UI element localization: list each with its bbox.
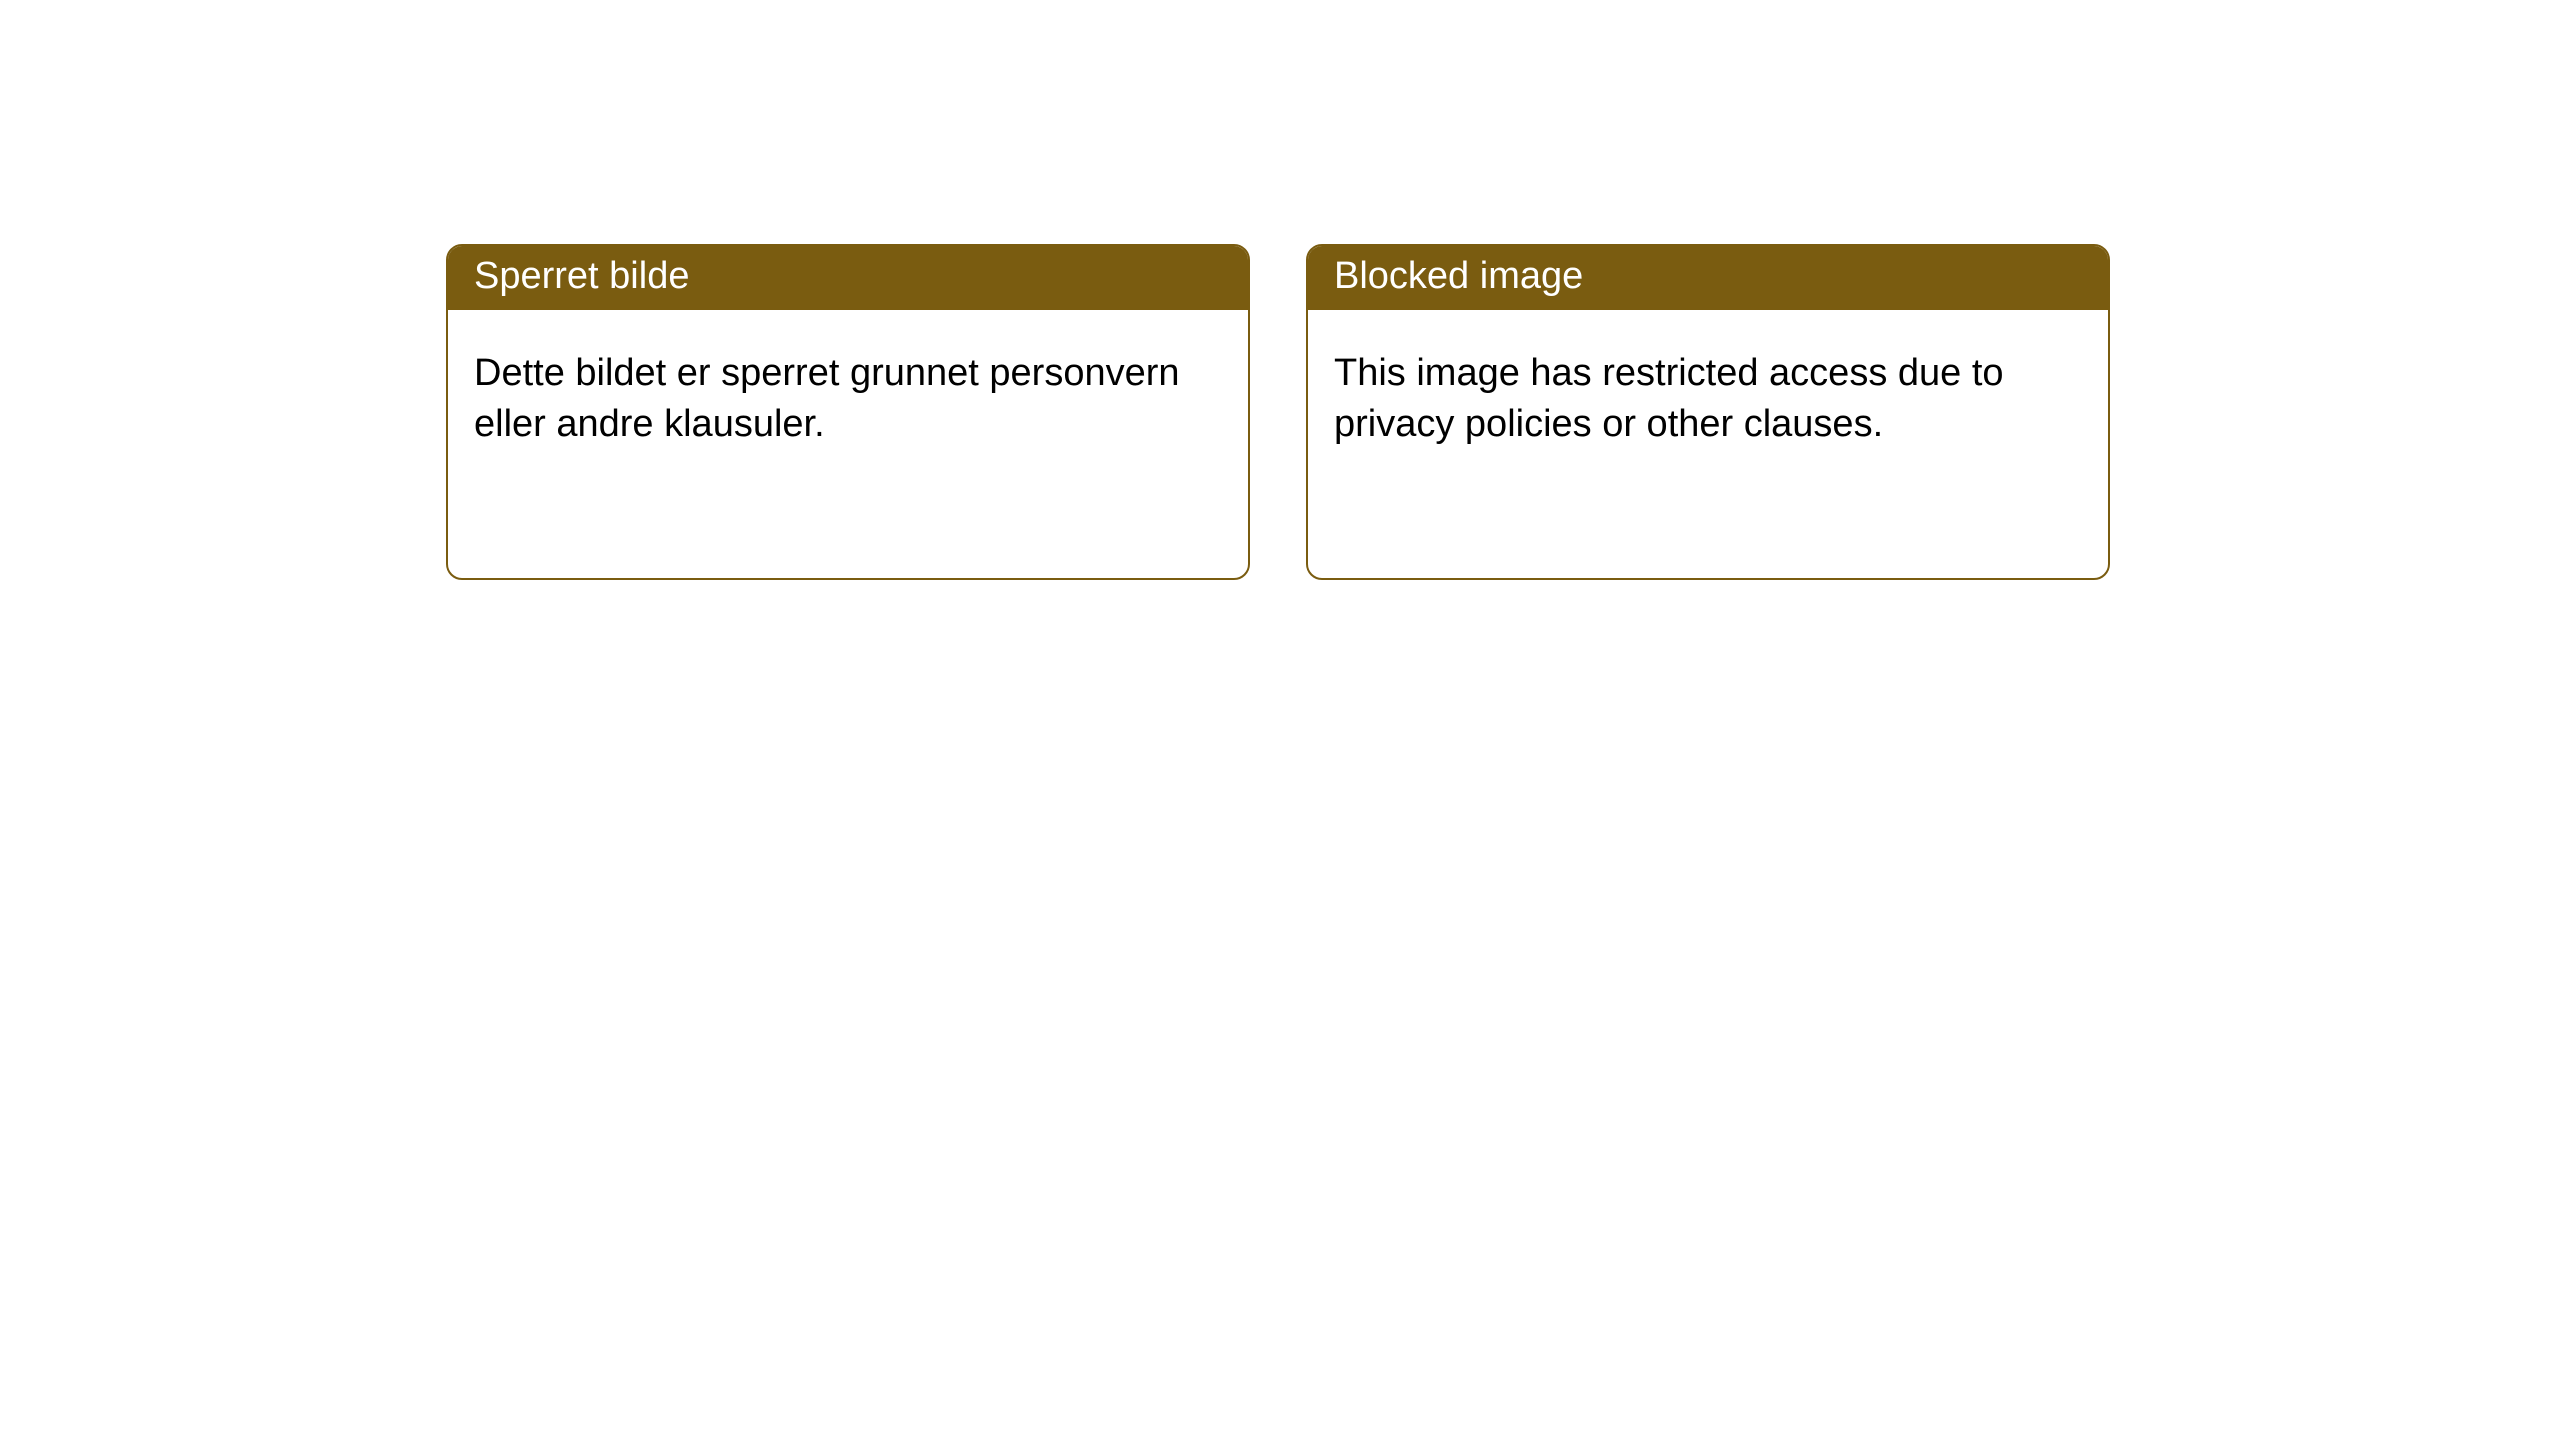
card-body-en: This image has restricted access due to … [1308,310,2108,477]
notice-container: Sperret bilde Dette bildet er sperret gr… [0,0,2560,580]
card-body-no: Dette bildet er sperret grunnet personve… [448,310,1248,477]
card-title-en: Blocked image [1308,246,2108,310]
card-title-no: Sperret bilde [448,246,1248,310]
blocked-image-card-en: Blocked image This image has restricted … [1306,244,2110,580]
blocked-image-card-no: Sperret bilde Dette bildet er sperret gr… [446,244,1250,580]
